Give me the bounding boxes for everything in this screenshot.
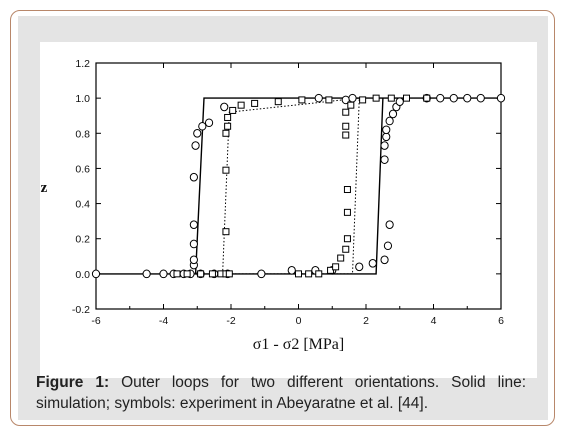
hysteresis-chart: -6 -4 -2 0 2 4 6 -0.2 0.0 0.2 0.4 0.6 0.8 1.0 1.2 z σ1 -… <box>41 58 506 353</box>
square-point <box>183 270 191 278</box>
circle-point <box>189 172 198 182</box>
circle-point <box>368 259 377 268</box>
square-point <box>342 131 350 139</box>
circle-point <box>257 269 266 279</box>
square-point <box>251 99 259 107</box>
y-tick-label: 0.4 <box>75 199 90 211</box>
figure-caption: Figure 1: Outer loops for two different … <box>36 372 526 414</box>
circle-point <box>395 97 404 106</box>
square-point <box>343 186 351 194</box>
circle-point <box>287 266 296 275</box>
circle-point <box>388 109 398 119</box>
caption-label: Figure 1: <box>36 374 110 391</box>
circle-point <box>348 93 357 103</box>
circle-point <box>463 93 472 103</box>
circle-point <box>204 118 214 128</box>
circle-point <box>496 93 506 103</box>
x-tick-label: -4 <box>159 315 168 327</box>
square-point <box>229 106 237 114</box>
square-point <box>225 270 233 278</box>
square-point <box>325 96 333 104</box>
square-point <box>315 270 323 278</box>
circle-point <box>476 93 485 103</box>
circle-point <box>91 269 101 279</box>
x-tick-label: 0 <box>296 315 302 327</box>
circle-point <box>355 262 364 272</box>
square-point <box>208 270 216 278</box>
square-point <box>342 108 350 116</box>
y-tick-label: 0.6 <box>75 163 90 175</box>
y-tick-label: 0.2 <box>75 234 90 246</box>
caption-text: Outer loops for two different orientatio… <box>36 374 527 412</box>
x-axis-label: σ1 - σ2 [MPa] <box>253 336 344 353</box>
y-tick-label: 1.2 <box>75 58 90 70</box>
circle-point <box>380 155 389 164</box>
square-point <box>343 208 351 216</box>
circle-point <box>314 93 323 103</box>
circle-point <box>220 102 229 112</box>
circle-point <box>436 93 445 103</box>
square-point <box>359 96 367 104</box>
circle-point <box>380 141 389 150</box>
circle-point <box>191 141 200 150</box>
square-point <box>298 96 306 104</box>
circle-point <box>189 255 198 265</box>
square-point <box>387 94 395 102</box>
x-tick-label: 6 <box>498 315 504 327</box>
circle-point <box>449 93 458 103</box>
circle-point <box>159 269 168 279</box>
x-tick-label: 4 <box>431 315 437 327</box>
simulation-loop-dotted <box>222 97 360 275</box>
circle-point <box>189 239 198 249</box>
circle-point <box>142 269 151 279</box>
square-point <box>295 270 302 278</box>
circle-point <box>385 116 394 126</box>
square-point <box>337 254 345 262</box>
circle-point <box>380 255 389 265</box>
square-point <box>197 270 205 278</box>
square-point <box>222 129 230 137</box>
square-point <box>372 94 380 102</box>
circle-point <box>382 125 391 135</box>
square-point <box>224 113 232 121</box>
square-point <box>423 94 431 102</box>
circle-point <box>383 241 393 251</box>
circle-point <box>193 128 202 138</box>
square-point <box>173 270 181 278</box>
y-axis-label: z <box>41 180 48 196</box>
figure-panel: -6 -4 -2 0 2 4 6 -0.2 0.0 0.2 0.4 0.6 0.8 1.0 1.2 z σ1 -… <box>18 16 548 420</box>
y-tick-label: 0.0 <box>75 269 90 281</box>
square-point <box>222 166 230 174</box>
square-point <box>347 101 355 109</box>
square-point <box>327 266 335 274</box>
x-tick-label: 2 <box>363 315 369 327</box>
x-tick-label: -2 <box>226 315 235 327</box>
square-point <box>332 263 340 271</box>
simulation-loop-solid <box>96 97 501 275</box>
square-point <box>342 245 350 253</box>
square-point <box>222 228 230 236</box>
square-point <box>274 98 282 106</box>
circle-point <box>385 220 394 229</box>
y-tick-label: -0.2 <box>72 304 90 316</box>
square-point <box>237 101 245 109</box>
circle-point <box>382 132 391 142</box>
square-point <box>403 94 410 102</box>
square-point <box>224 122 232 130</box>
circle-point <box>189 220 198 229</box>
square-point <box>342 122 350 130</box>
circle-point <box>198 121 207 131</box>
x-tick-label: -6 <box>91 315 100 327</box>
square-point <box>305 270 313 278</box>
y-tick-label: 0.8 <box>75 128 90 140</box>
square-point <box>343 235 351 243</box>
y-tick-label: 1.0 <box>75 93 90 105</box>
